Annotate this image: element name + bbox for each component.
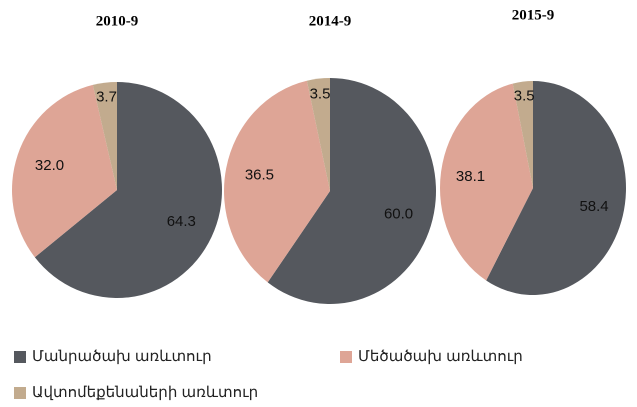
chart-title: 2014-9 xyxy=(309,13,352,29)
legend-swatch xyxy=(14,387,26,399)
data-label: 32.0 xyxy=(35,157,64,174)
chart-title: 2015-9 xyxy=(512,7,555,23)
data-label: 36.5 xyxy=(245,166,274,183)
pie-slice xyxy=(224,80,330,283)
pie-slice xyxy=(34,82,222,298)
pie-slice xyxy=(486,81,626,295)
pie-slice xyxy=(512,81,533,188)
legend-swatch xyxy=(340,351,352,363)
pie-slice xyxy=(92,82,117,190)
pie-slice xyxy=(306,78,330,191)
pie-slice xyxy=(267,78,436,305)
data-label: 3.7 xyxy=(96,89,117,106)
data-label: 3.5 xyxy=(514,88,535,105)
data-label: 60.0 xyxy=(384,206,413,223)
legend-label: Մանրածախ առևտուր xyxy=(32,348,212,365)
chart-title: 2010-9 xyxy=(96,13,139,29)
data-label: 58.4 xyxy=(579,198,608,215)
legend-swatch xyxy=(14,351,26,363)
legend-label: Մեծածախ առևտուր xyxy=(358,348,523,365)
pie-slice xyxy=(439,83,533,281)
data-label: 64.3 xyxy=(167,213,196,230)
pie-slice xyxy=(12,84,118,258)
data-label: 3.5 xyxy=(310,85,331,102)
data-label: 38.1 xyxy=(456,168,485,185)
legend-label: Ավտոմեքենաների առևտուր xyxy=(32,384,258,401)
